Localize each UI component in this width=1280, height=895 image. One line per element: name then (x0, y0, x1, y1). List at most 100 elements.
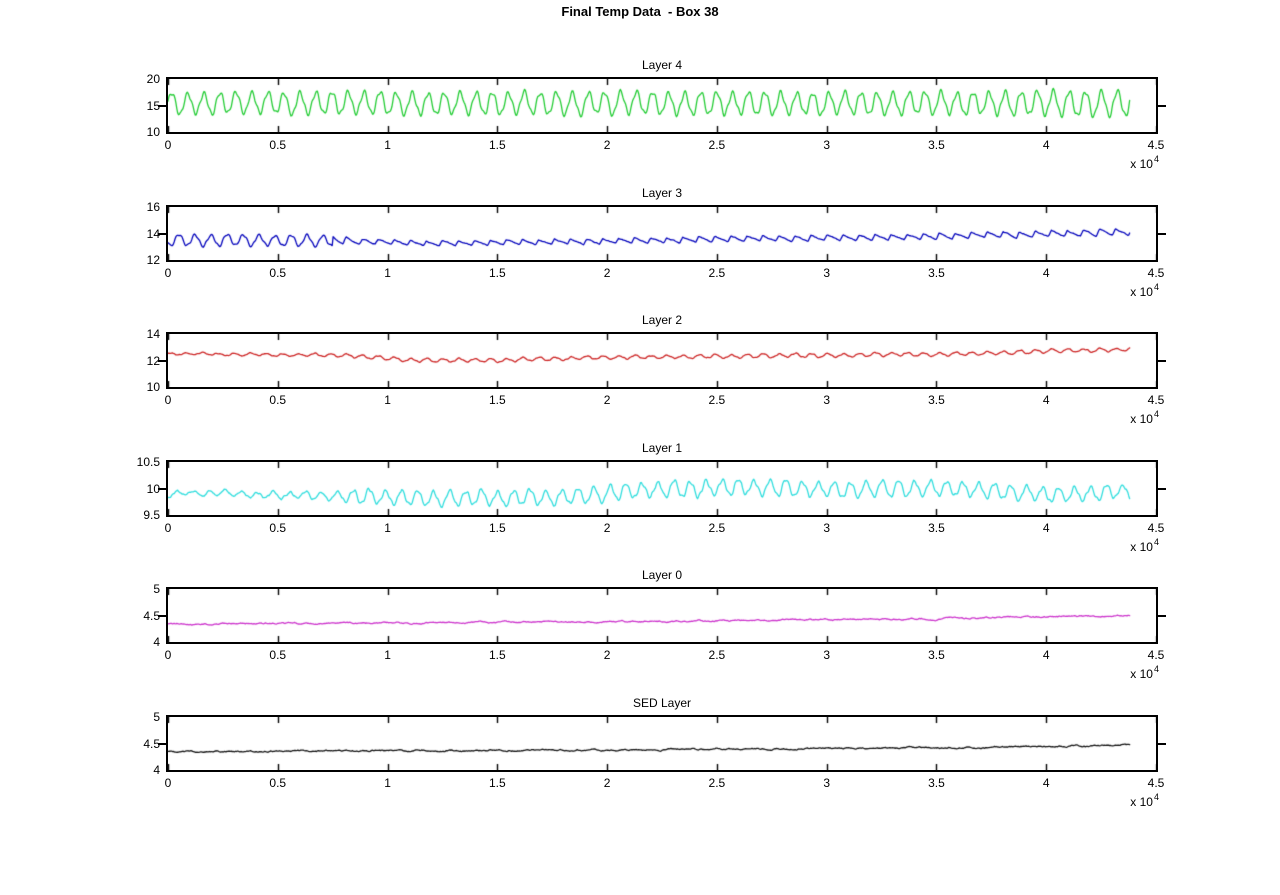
y-tick-mark-right (1158, 232, 1166, 235)
x-tick-label: 3 (823, 393, 830, 407)
x-tick-label: 2 (603, 648, 611, 662)
x-axis-exponent: x 104 (1058, 409, 1159, 426)
subplot-title-layer-2: Layer 2 (641, 313, 683, 327)
x-tick-label: 1 (384, 648, 391, 662)
x-tick-label: 1 (384, 776, 391, 790)
x-tick-label: 0.5 (269, 521, 287, 535)
x-tick-label: 3 (823, 648, 830, 662)
y-tick-label: 14 (146, 327, 160, 341)
x-tick-label: 1 (384, 138, 391, 152)
y-tick-mark-left (158, 487, 166, 490)
subplot-title-layer-4: Layer 4 (641, 58, 683, 72)
exponent-power: 4 (1153, 664, 1159, 674)
x-tick-label: 2.5 (708, 521, 726, 535)
plot-area-layer-0 (166, 587, 1158, 644)
plot-canvas-layer-1 (168, 462, 1156, 515)
plot-area-layer-4 (166, 77, 1158, 134)
x-tick-label: 3.5 (928, 776, 945, 790)
plot-canvas-layer-3 (168, 207, 1156, 260)
y-tick-mark-left (158, 742, 166, 745)
x-tick-label: 1 (384, 393, 391, 407)
x-tick-label: 0 (164, 648, 172, 662)
x-tick-label: 4.5 (1147, 648, 1165, 662)
x-tick-label: 1 (384, 266, 391, 280)
x-tick-label: 0.5 (269, 393, 287, 407)
y-tick-label: 4.5 (143, 608, 160, 623)
x-tick-label: 3 (823, 521, 830, 535)
x-tick-label: 2 (603, 393, 611, 407)
subplot-title-sed-layer: SED Layer (632, 696, 692, 710)
y-tick-label: 14 (146, 226, 160, 241)
exponent-mantissa: x 10 (1130, 667, 1153, 681)
x-tick-label: 1.5 (488, 266, 506, 280)
x-tick-label: 4 (1042, 266, 1050, 280)
x-tick-label: 4 (1042, 393, 1050, 407)
y-tick-label: 16 (146, 200, 160, 214)
x-tick-label: 0 (164, 266, 172, 280)
y-tick-label: 10 (146, 481, 160, 496)
x-tick-label: 2.5 (708, 266, 726, 280)
exponent-mantissa: x 10 (1130, 157, 1153, 171)
x-tick-label: 0.5 (269, 138, 287, 152)
x-tick-label: 4.5 (1147, 266, 1165, 280)
x-tick-label: 4 (1042, 776, 1050, 790)
y-tick-mark-right (1158, 742, 1166, 745)
x-tick-label: 3.5 (928, 393, 945, 407)
y-tick-mark-left (158, 359, 166, 362)
subplot-title-layer-0: Layer 0 (641, 568, 683, 582)
x-tick-label: 0.5 (269, 776, 287, 790)
exponent-mantissa: x 10 (1130, 285, 1153, 299)
exponent-mantissa: x 10 (1130, 540, 1153, 554)
x-tick-label: 4.5 (1147, 521, 1165, 535)
y-tick-label: 20 (146, 72, 160, 86)
plot-canvas-sed-layer (168, 717, 1156, 770)
y-tick-label: 15 (146, 98, 160, 113)
x-tick-label: 0.5 (269, 266, 287, 280)
x-tick-label: 3.5 (928, 138, 945, 152)
x-tick-label: 1.5 (488, 138, 506, 152)
x-tick-label: 1.5 (488, 521, 506, 535)
x-tick-label: 0 (164, 393, 172, 407)
x-tick-label: 3.5 (928, 521, 945, 535)
y-tick-label: 10 (146, 125, 160, 139)
plot-area-layer-1 (166, 460, 1158, 517)
x-tick-label: 4.5 (1147, 776, 1165, 790)
plot-canvas-layer-2 (168, 334, 1156, 387)
x-tick-label: 3 (823, 776, 830, 790)
x-tick-label: 3.5 (928, 648, 945, 662)
x-tick-label: 0 (164, 521, 172, 535)
y-tick-mark-right (1158, 487, 1166, 490)
y-tick-mark-right (1158, 104, 1166, 107)
x-tick-label: 1.5 (488, 393, 506, 407)
y-tick-mark-left (158, 104, 166, 107)
x-tick-label: 2 (603, 266, 611, 280)
x-tick-label: 4 (1042, 138, 1050, 152)
x-tick-label: 3.5 (928, 266, 945, 280)
exponent-power: 4 (1153, 537, 1159, 547)
y-tick-label: 4 (153, 635, 160, 649)
x-tick-label: 4 (1042, 648, 1050, 662)
plot-area-sed-layer (166, 715, 1158, 772)
exponent-power: 4 (1153, 282, 1159, 292)
y-tick-mark-right (1158, 359, 1166, 362)
y-tick-label: 4.5 (143, 736, 160, 751)
x-tick-label: 2.5 (708, 138, 726, 152)
x-axis-exponent: x 104 (1058, 154, 1159, 171)
x-axis-exponent: x 104 (1058, 664, 1159, 681)
plot-canvas-layer-4 (168, 79, 1156, 132)
y-tick-mark-right (1158, 614, 1166, 617)
plot-canvas-layer-0 (168, 589, 1156, 642)
y-tick-label: 5 (153, 710, 160, 724)
exponent-power: 4 (1153, 409, 1159, 419)
exponent-power: 4 (1153, 792, 1159, 802)
y-tick-label: 12 (146, 253, 160, 267)
x-tick-label: 3 (823, 266, 830, 280)
exponent-mantissa: x 10 (1130, 795, 1153, 809)
x-tick-label: 2.5 (708, 776, 726, 790)
x-tick-label: 1 (384, 521, 391, 535)
exponent-power: 4 (1153, 154, 1159, 164)
figure-title: Final Temp Data - Box 38 (561, 4, 719, 19)
x-tick-label: 0.5 (269, 648, 287, 662)
plot-area-layer-3 (166, 205, 1158, 262)
